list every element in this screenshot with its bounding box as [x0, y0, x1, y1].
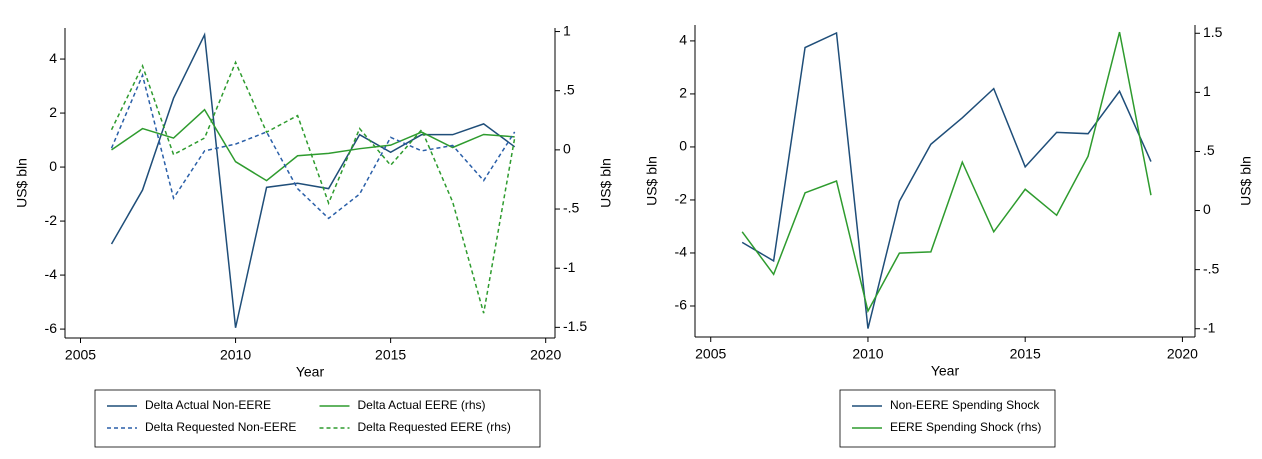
y2-axis-title: US$ bln [598, 158, 614, 208]
y-tick-label: -2 [45, 212, 58, 228]
y-tick-label: 4 [679, 32, 687, 48]
legend-label: Delta Requested EERE (rhs) [358, 420, 511, 434]
y-tick-label: -4 [675, 244, 688, 260]
x-axis-title: Year [931, 363, 960, 379]
legend-label: Delta Requested Non-EERE [145, 420, 296, 434]
series-line [110, 72, 516, 220]
y-tick-label: -6 [675, 297, 688, 313]
x-tick-label: 2010 [852, 346, 883, 362]
y2-tick-label: 1.5 [1203, 24, 1223, 40]
y-axis-title: US$ bln [644, 156, 660, 206]
series-line [110, 32, 516, 328]
y-tick-label: 4 [49, 50, 57, 66]
legend-label: Delta Actual EERE (rhs) [358, 398, 486, 412]
y-tick-label: 0 [679, 138, 687, 154]
x-tick-label: 2015 [375, 347, 406, 363]
x-tick-label: 2005 [695, 346, 726, 362]
y2-tick-label: -1 [563, 259, 576, 275]
y-tick-label: 2 [49, 104, 57, 120]
y2-tick-label: 1 [1203, 83, 1211, 99]
y2-tick-label: 0 [1203, 201, 1211, 217]
legend: Non-EERE Spending Shock EERE Spending Sho… [839, 389, 1056, 448]
y2-tick-label: -.5 [1203, 260, 1220, 276]
legend-label: EERE Spending Shock (rhs) [890, 420, 1041, 434]
y2-tick-label: .5 [563, 81, 575, 97]
legend: Delta Actual Non-EERE Delta Actual EERE (… [94, 389, 541, 448]
y2-tick-label: 1 [563, 22, 571, 38]
x-tick-label: 2005 [65, 347, 96, 363]
y2-tick-label: .5 [1203, 142, 1215, 158]
y2-axis-title: US$ bln [1238, 156, 1254, 206]
series-line [741, 31, 1152, 329]
x-tick-label: 2020 [530, 347, 561, 363]
y-tick-label: -6 [45, 320, 58, 336]
series-line [110, 60, 516, 314]
chart: -6 -4 -2 0 2 4 -1 -.5 0 .5 1 1.5 2005 2010 2015 2020 Yea… [644, 24, 1254, 448]
x-tick-label: 2020 [1167, 346, 1198, 362]
legend-label: Delta Actual Non-EERE [145, 398, 271, 412]
legend-label: Non-EERE Spending Shock [890, 398, 1040, 412]
y2-tick-label: -1.5 [563, 318, 587, 334]
legend-box [839, 389, 1056, 448]
y-tick-label: -4 [45, 266, 58, 282]
y-tick-label: 0 [49, 158, 57, 174]
y2-tick-label: -.5 [563, 200, 580, 216]
x-axis-title: Year [296, 364, 325, 380]
y2-tick-label: 0 [563, 141, 571, 157]
series-line [111, 108, 515, 182]
series-line [741, 31, 1152, 314]
y2-tick-label: -1 [1203, 319, 1216, 335]
y-tick-label: 2 [679, 85, 687, 101]
chart: -6 -4 -2 0 2 4 -1.5 -1 -.5 0 .5 1 2005 2010 2015 2020 Ye… [14, 22, 614, 448]
legend-box [94, 389, 541, 448]
y-axis-title: US$ bln [14, 158, 30, 208]
y-tick-label: -2 [675, 191, 688, 207]
x-tick-label: 2010 [220, 347, 251, 363]
x-tick-label: 2015 [1010, 346, 1041, 362]
